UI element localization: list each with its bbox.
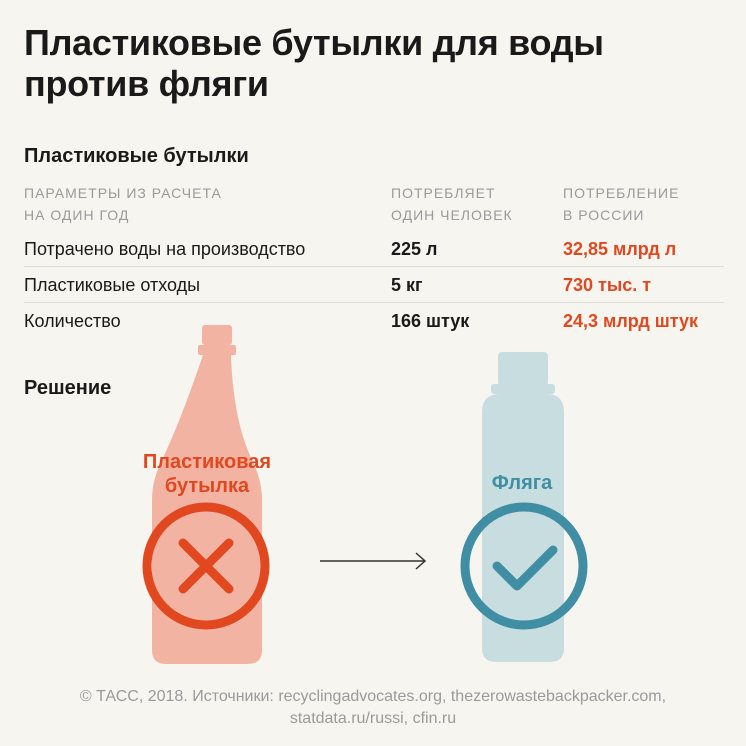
table-cell-parameter: Потрачено воды на производство xyxy=(24,239,306,259)
section-title-bottles: Пластиковые бутылки xyxy=(24,145,249,167)
table-row: Пластиковые отходы 5 кг 730 тыс. т xyxy=(24,268,724,303)
table-header-line: ОДИН ЧЕЛОВЕК xyxy=(391,207,513,223)
table-cell-per-person: 5 кг xyxy=(391,275,423,295)
arrow-right-icon xyxy=(320,552,427,570)
table-header-per-person: ПОТРЕБЛЯЕТ ОДИН ЧЕЛОВЕК xyxy=(391,182,513,226)
table-cell-per-person: 225 л xyxy=(391,239,438,259)
plastic-bottle-label-line: бутылка xyxy=(164,475,250,497)
table-cell-parameter: Количество xyxy=(24,311,121,331)
table-header-line: В РОССИИ xyxy=(563,207,645,223)
table-header-russia: ПОТРЕБЛЕНИЕ В РОССИИ xyxy=(563,182,679,226)
source-footer-line: statdata.ru/russi, cfin.ru xyxy=(289,710,457,727)
table-header-line: ПОТРЕБЛЯЕТ xyxy=(391,185,496,201)
table-cell-russia: 24,3 млрд штук xyxy=(563,311,699,331)
source-footer-line: © ТАСС, 2018. Источники: recyclingadvoca… xyxy=(79,688,667,705)
flask-label: Фляга xyxy=(491,472,553,494)
table-cell-per-person: 166 штук xyxy=(391,311,470,331)
plastic-bottle-label: Пластиковая бутылка xyxy=(120,450,294,498)
table-header-line: НА ОДИН ГОД xyxy=(24,207,130,223)
cross-circle-icon xyxy=(142,502,270,630)
page-title: Пластиковые бутылки для воды против фляг… xyxy=(24,22,604,104)
check-circle-icon xyxy=(460,502,588,630)
table-row: Потрачено воды на производство 225 л 32,… xyxy=(24,232,724,267)
table-header-line: ПАРАМЕТРЫ ИЗ РАСЧЕТА xyxy=(24,185,222,201)
table-header-line: ПОТРЕБЛЕНИЕ xyxy=(563,185,680,201)
table-header-parameters: ПАРАМЕТРЫ ИЗ РАСЧЕТА НА ОДИН ГОД xyxy=(24,182,222,226)
section-title-solution: Решение xyxy=(24,377,112,399)
table-cell-russia: 32,85 млрд л xyxy=(563,239,677,259)
flask-icon xyxy=(482,352,564,662)
plastic-bottle-label-line: Пластиковая xyxy=(142,451,272,473)
table-cell-parameter: Пластиковые отходы xyxy=(24,275,201,295)
table-cell-russia: 730 тыс. т xyxy=(563,275,652,295)
table-row: Количество 166 штук 24,3 млрд штук xyxy=(24,304,724,338)
source-footer: © ТАСС, 2018. Источники: recyclingadvoca… xyxy=(0,686,746,730)
